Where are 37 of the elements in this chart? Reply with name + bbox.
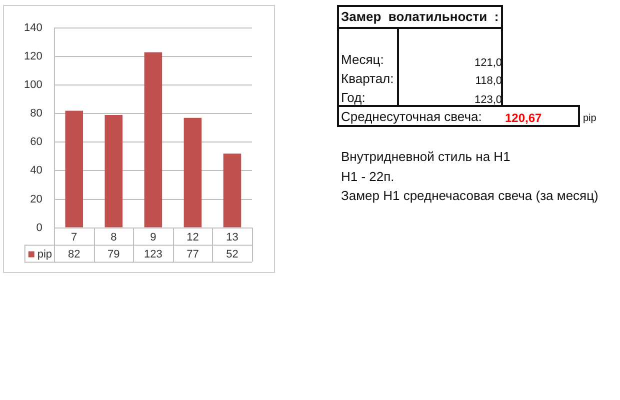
y-tick-label: 60	[30, 136, 42, 148]
text: Среднесуточная свеча:	[341, 109, 482, 125]
data-label: 77	[186, 248, 199, 260]
text: 118,0	[475, 74, 502, 89]
text: Замер H1 среднечасовая свеча (за месяц)	[341, 188, 598, 204]
text: 120,67	[505, 110, 542, 126]
y-tick-label: 0	[36, 222, 42, 234]
data-label: 52	[226, 248, 238, 260]
text: 123,0	[474, 93, 502, 108]
x-tick-label: 8	[110, 231, 117, 244]
data-label: 79	[108, 248, 120, 260]
text: 121,0	[474, 56, 502, 71]
data-label: 123	[144, 248, 162, 260]
bar	[65, 110, 84, 228]
text: H1 - 22п.	[341, 169, 394, 185]
text: Месяц:	[341, 52, 384, 68]
x-tick-label: 7	[71, 231, 78, 244]
text: Внутридневной стиль на H1	[341, 149, 510, 165]
y-tick-label: 80	[30, 108, 42, 120]
y-tick-label: 40	[30, 164, 42, 177]
bar	[144, 52, 162, 228]
data-label: 82	[68, 248, 80, 260]
text: pip	[583, 112, 596, 126]
x-tick-label: 9	[150, 231, 156, 244]
text: Год:	[341, 90, 366, 106]
y-tick-label: 100	[24, 79, 42, 92]
y-tick-label: 140	[24, 22, 42, 34]
x-tick-label: 13	[226, 231, 238, 244]
bar	[184, 118, 202, 228]
x-tick-label: 12	[186, 231, 199, 244]
y-tick-label: 20	[30, 193, 42, 206]
y-tick-label: 120	[24, 50, 42, 63]
text: Квартал:	[341, 71, 394, 87]
bar	[104, 115, 123, 228]
bar	[223, 154, 242, 228]
text: Замер волатильности :	[341, 9, 499, 25]
legend-label: pip	[37, 248, 52, 260]
